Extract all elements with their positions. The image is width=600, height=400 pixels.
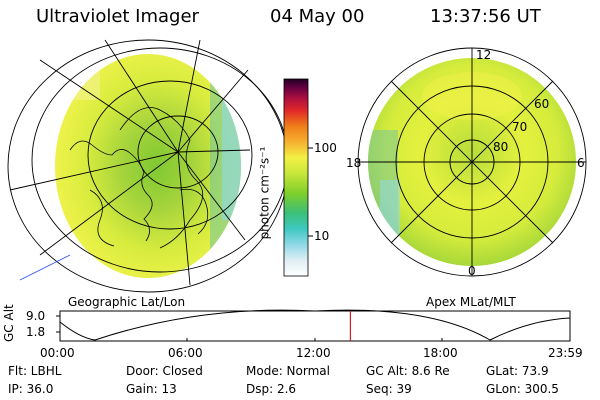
mlat-label-70: 70 [512, 120, 528, 134]
orbit-xtick-2359: 23:59 [548, 346, 583, 360]
orbit-xtick-0000: 00:00 [40, 346, 75, 360]
orbit-plot [56, 309, 571, 342]
colorbar-tick-100: 100 [314, 141, 337, 155]
mlt-label-12: 12 [476, 48, 492, 62]
colorbar-tick-10: 10 [314, 229, 330, 243]
orbit-xtick-1800: 18:00 [423, 346, 458, 360]
geographic-grid [7, 39, 289, 293]
info-glon: GLon: 300.5 [486, 382, 559, 396]
geographic-panel-label: Geographic Lat/Lon [68, 295, 186, 309]
apex-panel-label: Apex MLat/MLT [426, 295, 516, 309]
mlat-label-80: 80 [493, 140, 509, 154]
orbit-ylabel: GC Alt [2, 304, 16, 342]
info-ip: IP: 36.0 [8, 382, 54, 396]
time-label: 13:37:56 UT [430, 6, 541, 27]
orbit-ytick-low: 1.8 [26, 325, 46, 339]
info-seq: Seq: 39 [366, 382, 412, 396]
colorbar [283, 78, 313, 277]
info-mode: Mode: Normal [246, 364, 330, 378]
colorbar-unit-label: photon cm⁻²s⁻¹ [257, 146, 272, 240]
apex-grid [357, 47, 587, 277]
info-gc-alt: GC Alt: 8.6 Re [366, 364, 450, 378]
date-label: 04 May 00 [270, 6, 365, 27]
orbit-xtick-0600: 06:00 [168, 346, 203, 360]
info-dsp: Dsp: 2.6 [246, 382, 297, 396]
mlt-label-18: 18 [346, 156, 362, 170]
info-glat: GLat: 73.9 [486, 364, 549, 378]
info-flt: Flt: LBHL [8, 364, 62, 378]
mlat-label-60: 60 [534, 97, 550, 111]
orbit-ytick-high: 9.0 [26, 309, 46, 323]
mlt-label-6: 6 [577, 156, 585, 170]
instrument-title: Ultraviolet Imager [36, 6, 199, 27]
geographic-image [55, 54, 241, 278]
info-door: Door: Closed [126, 364, 203, 378]
info-gain: Gain: 13 [126, 382, 177, 396]
orbit-xtick-1200: 12:00 [296, 346, 331, 360]
mlt-label-0: 0 [468, 264, 476, 278]
